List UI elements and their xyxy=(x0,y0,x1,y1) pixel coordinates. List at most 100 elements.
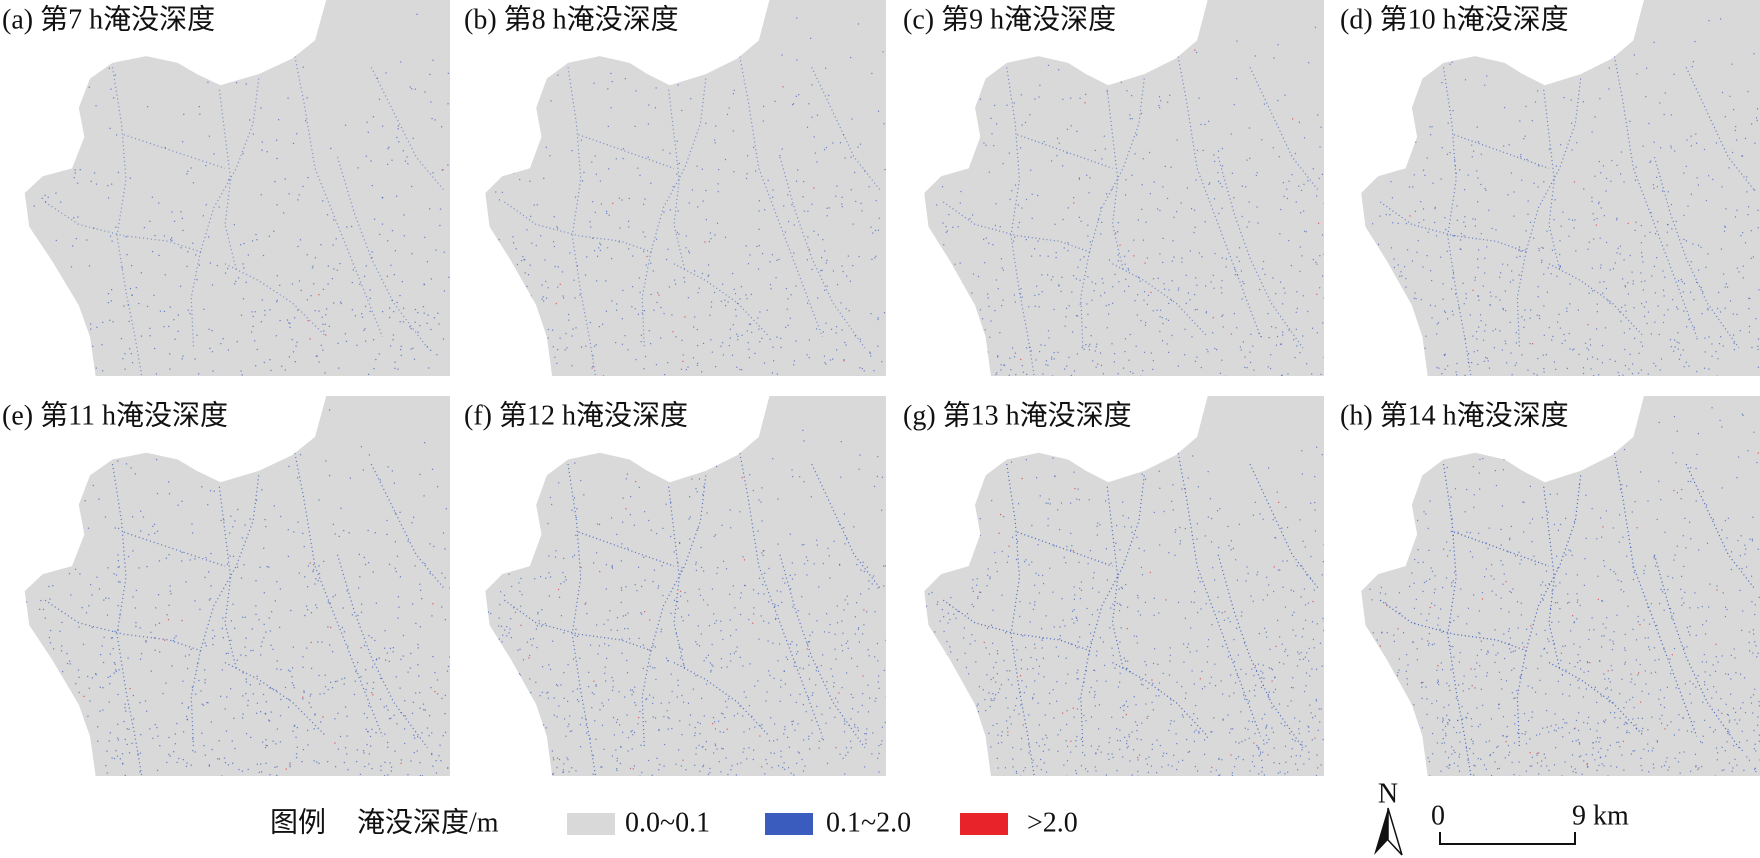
cell xyxy=(761,337,763,339)
cell xyxy=(443,290,446,292)
cell xyxy=(763,620,765,622)
cell xyxy=(1746,191,1748,193)
cell xyxy=(1360,328,1361,329)
cell xyxy=(1419,362,1421,364)
cell xyxy=(995,373,997,376)
cell xyxy=(630,730,632,733)
cell xyxy=(703,485,705,488)
cell xyxy=(83,763,85,766)
cell xyxy=(1202,149,1204,152)
cell xyxy=(1067,250,1069,252)
cell xyxy=(168,481,170,483)
cell xyxy=(165,557,167,559)
cell xyxy=(697,625,699,627)
cell xyxy=(351,225,353,228)
cell xyxy=(1533,373,1535,375)
cell xyxy=(1047,524,1049,527)
cell xyxy=(332,523,335,525)
cell xyxy=(694,270,696,272)
cell xyxy=(1422,169,1425,171)
stream xyxy=(1006,67,1035,376)
cell xyxy=(1096,650,1098,652)
cell xyxy=(1258,332,1260,335)
cell xyxy=(680,595,682,597)
cell xyxy=(369,310,371,313)
cell xyxy=(498,638,500,640)
cell xyxy=(1067,242,1069,244)
cell xyxy=(149,728,151,730)
cell xyxy=(1221,280,1223,282)
cell xyxy=(585,718,587,720)
cell xyxy=(132,694,134,697)
cell xyxy=(1480,153,1482,155)
cell xyxy=(1670,145,1672,147)
cell xyxy=(127,657,129,659)
cell xyxy=(1096,343,1098,345)
cell xyxy=(732,44,734,46)
cell xyxy=(852,696,854,699)
cell xyxy=(945,258,947,260)
cell xyxy=(1195,277,1197,279)
cell xyxy=(1067,673,1069,675)
cell xyxy=(376,77,379,79)
cell xyxy=(1642,261,1644,263)
cell xyxy=(1003,516,1005,518)
cell xyxy=(1280,281,1282,283)
cell xyxy=(319,693,321,695)
cell xyxy=(1265,726,1268,728)
cell xyxy=(1245,186,1247,188)
cell xyxy=(841,686,843,689)
cell xyxy=(700,61,702,63)
cell xyxy=(616,533,618,536)
cell xyxy=(816,620,818,622)
cell xyxy=(985,237,987,239)
cell xyxy=(181,551,183,553)
cell xyxy=(1459,169,1461,171)
cell xyxy=(1036,765,1038,767)
cell xyxy=(811,203,813,205)
cell xyxy=(378,657,380,659)
cell xyxy=(39,372,41,375)
cell xyxy=(720,300,722,303)
cell xyxy=(813,187,815,189)
cell xyxy=(1521,179,1523,181)
cell xyxy=(1024,767,1026,769)
cell xyxy=(643,556,645,558)
cell xyxy=(31,768,33,770)
cell xyxy=(71,295,73,297)
cell xyxy=(753,749,755,751)
cell xyxy=(1277,569,1279,571)
cell xyxy=(444,731,447,734)
cell xyxy=(851,118,853,120)
cell xyxy=(430,328,432,331)
cell xyxy=(1053,717,1055,719)
cell xyxy=(1744,137,1747,140)
cell xyxy=(149,335,151,337)
cell xyxy=(714,61,716,63)
cell xyxy=(74,169,76,171)
cell xyxy=(844,543,846,545)
cell xyxy=(1514,364,1516,367)
cell xyxy=(720,712,723,714)
cell xyxy=(42,322,44,324)
cell xyxy=(238,768,240,771)
cell xyxy=(793,774,795,776)
cell xyxy=(364,563,367,566)
cell xyxy=(372,694,374,696)
cell xyxy=(552,241,555,243)
cell xyxy=(1536,314,1538,316)
cell xyxy=(1478,299,1480,301)
cell xyxy=(176,722,178,725)
cell xyxy=(655,363,658,366)
cell xyxy=(540,351,543,353)
cell xyxy=(441,572,443,574)
cell xyxy=(551,329,554,331)
cell xyxy=(313,283,315,285)
cell xyxy=(965,375,967,376)
cell xyxy=(558,758,561,761)
cell xyxy=(1720,248,1723,250)
cell xyxy=(356,749,358,751)
cell xyxy=(291,667,294,669)
cell xyxy=(169,590,171,592)
cell xyxy=(848,724,850,726)
